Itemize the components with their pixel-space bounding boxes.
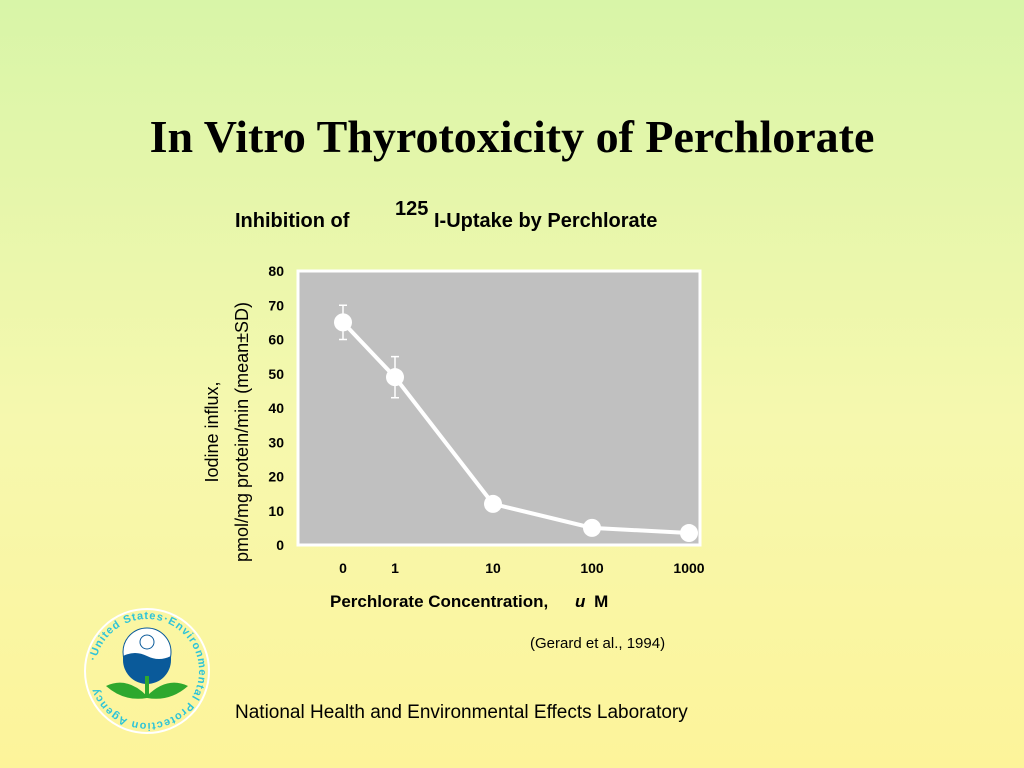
x-axis-label-unit: M	[594, 592, 608, 611]
x-tick-label: 1000	[673, 560, 704, 576]
series	[334, 304, 698, 543]
data-point	[386, 368, 404, 387]
data-point	[680, 524, 698, 543]
x-tick-label: 10	[485, 560, 501, 576]
x-axis-label-main: Perchlorate Concentration,	[330, 592, 548, 611]
x-tick-label: 100	[580, 560, 604, 576]
citation: (Gerard et al., 1994)	[530, 635, 666, 652]
chart-title-superscript: 125	[395, 198, 429, 220]
epa-seal-logo: ·United States·Environmental Protection …	[84, 608, 210, 734]
y-tick-label: 0	[276, 537, 284, 553]
x-tick-label: 1	[391, 560, 399, 576]
y-axis-label-line1: Iodine influx,	[202, 381, 222, 482]
x-axis-ticks: 0 1 10 100 1000	[339, 560, 705, 576]
x-axis-label-unit-italic: u	[575, 592, 586, 611]
slide-title: In Vitro Thyrotoxicity of Perchlorate	[149, 111, 875, 162]
chart-title-suffix: I-Uptake by Perchlorate	[434, 210, 658, 232]
y-axis-label-line2: pmol/mg protein/min (mean±SD)	[232, 302, 252, 562]
y-tick-label: 30	[268, 434, 284, 450]
chart-title: Inhibition of 125 I-Uptake by Perchlorat…	[235, 196, 755, 236]
y-tick-label: 40	[268, 400, 284, 416]
data-point	[484, 494, 502, 513]
x-tick-label: 0	[339, 560, 347, 576]
x-axis-label: Perchlorate Concentration, u M	[330, 592, 608, 611]
y-tick-label: 10	[268, 503, 284, 519]
chart-title-prefix: Inhibition of	[235, 210, 350, 232]
data-point	[583, 518, 601, 537]
y-axis-ticks: 0 10 20 30 40 50 60 70 80	[268, 263, 284, 553]
y-tick-label: 60	[268, 332, 284, 348]
y-tick-label: 20	[268, 469, 284, 485]
y-tick-label: 80	[268, 263, 284, 279]
y-tick-label: 50	[268, 366, 284, 382]
footer-laboratory: National Health and Environmental Effect…	[235, 702, 688, 723]
y-tick-label: 70	[268, 297, 284, 313]
data-point	[334, 313, 352, 332]
